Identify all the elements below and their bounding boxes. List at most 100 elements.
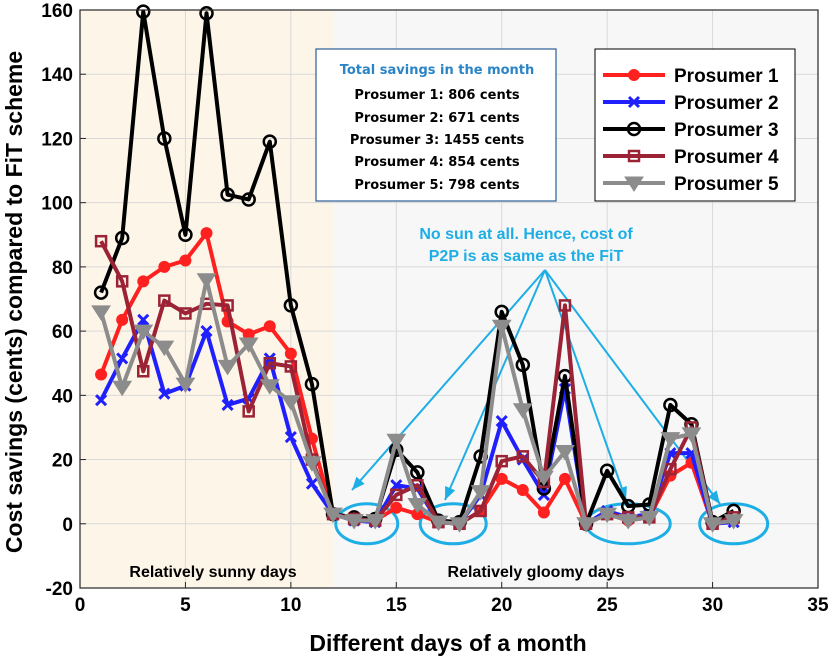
prosumer-5-point bbox=[723, 514, 744, 530]
legend-label: Prosumer 3 bbox=[674, 120, 779, 141]
infobox-title: Total savings in the month bbox=[340, 63, 535, 78]
prosumer-4-point bbox=[158, 294, 171, 307]
prosumer-3-point bbox=[114, 230, 130, 246]
prosumer-1-point bbox=[284, 347, 297, 360]
prosumer-5-point bbox=[238, 337, 259, 353]
x-tick-label: 30 bbox=[702, 595, 723, 616]
prosumer-5-point bbox=[280, 395, 301, 411]
gloomy-region-label: Relatively gloomy days bbox=[448, 564, 625, 581]
series-layer bbox=[91, 4, 744, 533]
prosumer-4-point bbox=[137, 365, 150, 378]
legend-entry-prosumer-5: Prosumer 5 bbox=[603, 174, 779, 195]
infobox-line-prosumer-3: Prosumer 3: 1455 cents bbox=[350, 133, 525, 148]
prosumer-4-point bbox=[221, 299, 234, 312]
y-tick-label: 160 bbox=[41, 1, 73, 22]
annotation-line-2: P2P is as same as the FiT bbox=[429, 248, 624, 265]
infobox-line-prosumer-4: Prosumer 4: 854 cents bbox=[354, 155, 520, 170]
prosumer-4-point bbox=[558, 299, 572, 312]
plot-frame bbox=[79, 9, 819, 589]
prosumer-1-point bbox=[158, 260, 171, 273]
y-tick-label: -20 bbox=[46, 579, 73, 600]
prosumer-5-point bbox=[217, 359, 238, 376]
prosumer-5-point bbox=[470, 485, 491, 501]
prosumer-3-point bbox=[241, 192, 256, 207]
marker-stroke bbox=[221, 398, 234, 412]
legend-entry-prosumer-3: Prosumer 3 bbox=[603, 120, 779, 141]
legend-marker bbox=[627, 149, 641, 163]
infobox-line-prosumer-1: Prosumer 1: 806 cents bbox=[354, 88, 520, 103]
marker-stroke bbox=[305, 477, 319, 490]
prosumer-2-point bbox=[495, 414, 508, 428]
prosumer-3-line bbox=[99, 9, 735, 526]
prosumer-5-point bbox=[259, 379, 280, 395]
prosumer-5-point bbox=[639, 510, 660, 527]
y-tick-label: 80 bbox=[52, 258, 73, 279]
prosumer-1-point bbox=[200, 227, 213, 240]
prosumer-4-point bbox=[242, 405, 255, 418]
infobox-line-prosumer-5: Prosumer 5: 798 cents bbox=[354, 178, 520, 193]
highlight-ellipse bbox=[334, 502, 400, 546]
prosumer-5-point bbox=[681, 427, 702, 443]
legend-entry-prosumer-1: Prosumer 1 bbox=[603, 66, 779, 87]
marker-stroke bbox=[200, 325, 213, 338]
prosumer-2-point bbox=[137, 313, 150, 326]
prosumer-4-point bbox=[495, 454, 508, 468]
prosumer-5-point bbox=[660, 432, 681, 448]
prosumer-4-point bbox=[115, 275, 129, 288]
prosumer-1-point bbox=[137, 275, 150, 288]
annotation-text: No sun at all. Hence, cost of P2P is as … bbox=[419, 226, 633, 265]
prosumer-1-point bbox=[516, 484, 529, 497]
y-tick-label: 100 bbox=[41, 194, 73, 215]
legend-marker bbox=[628, 69, 640, 81]
marker-stroke bbox=[116, 352, 129, 365]
prosumer-4-point bbox=[284, 360, 298, 373]
prosumer-5-series bbox=[91, 273, 744, 533]
y-tick-label: 0 bbox=[62, 515, 73, 536]
marker-stroke bbox=[390, 479, 403, 492]
annotation-arrowhead bbox=[707, 490, 720, 504]
prosumer-4-point bbox=[516, 450, 530, 463]
prosumer-3-point bbox=[262, 134, 278, 149]
prosumer-5-point bbox=[512, 403, 533, 419]
x-tick-label: 5 bbox=[180, 595, 191, 616]
prosumer-3-point bbox=[515, 357, 531, 373]
prosumer-5-point bbox=[323, 507, 343, 524]
prosumer-3-point bbox=[199, 5, 214, 21]
x-tick-label: 35 bbox=[807, 595, 829, 616]
prosumer-3-point bbox=[178, 227, 193, 243]
prosumer-1-point bbox=[537, 506, 550, 519]
prosumer-2-point bbox=[221, 398, 234, 412]
prosumer-5-point bbox=[428, 515, 449, 532]
prosumer-4-point bbox=[179, 307, 192, 320]
x-tick-label: 20 bbox=[491, 595, 512, 616]
y-axis-label: Cost savings (cents) compared to FiT sch… bbox=[1, 51, 27, 553]
prosumer-4-point bbox=[94, 234, 108, 248]
x-tick-label: 25 bbox=[597, 595, 619, 616]
prosumer-5-point bbox=[407, 498, 428, 514]
infobox-frame bbox=[315, 48, 557, 202]
legend: Prosumer 1 Prosumer 2 Prosumer 3 Prosumer 4… bbox=[594, 48, 796, 202]
prosumer-2-point bbox=[284, 431, 297, 444]
prosumer-3-point bbox=[599, 463, 615, 479]
prosumer-5-point bbox=[154, 340, 175, 357]
marker-stroke bbox=[627, 95, 641, 109]
prosumer-1-point bbox=[558, 472, 571, 485]
legend-marker bbox=[627, 95, 641, 109]
prosumer-5-point bbox=[133, 324, 154, 341]
legend-label: Prosumer 1 bbox=[674, 66, 779, 87]
legend-label: Prosumer 2 bbox=[674, 93, 779, 114]
prosumer-5-point bbox=[555, 445, 575, 461]
prosumer-5-point bbox=[344, 514, 365, 530]
prosumer-5-point bbox=[533, 470, 554, 487]
y-tick-label: 20 bbox=[52, 451, 73, 472]
prosumer-2-point bbox=[116, 352, 129, 365]
prosumer-3-point bbox=[304, 376, 320, 392]
marker-stroke bbox=[95, 394, 108, 407]
prosumer-3-point bbox=[157, 131, 172, 146]
y-tick-label: 140 bbox=[41, 65, 73, 86]
prosumer-2-point bbox=[200, 325, 213, 338]
annotation-line-1: No sun at all. Hence, cost of bbox=[419, 226, 633, 243]
y-tick-label: 40 bbox=[52, 386, 73, 407]
